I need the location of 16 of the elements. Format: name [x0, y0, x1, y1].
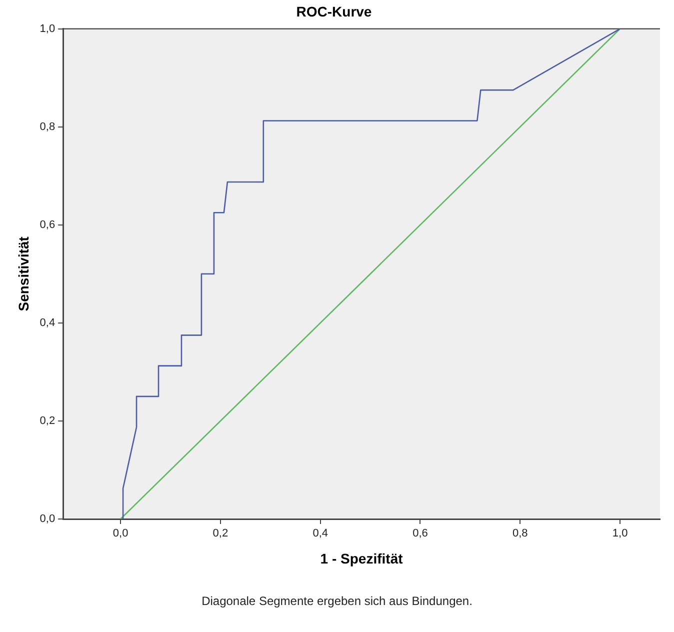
x-tick-label: 0,4 — [312, 528, 328, 540]
x-tick-label: 0,2 — [212, 528, 228, 540]
y-tick-label: 0,6 — [40, 218, 56, 231]
x-tick-label: 0,8 — [512, 528, 528, 540]
y-tick-label: 0,0 — [40, 513, 56, 526]
y-axis-title: Sensitivität — [15, 236, 32, 312]
y-tick-label: 0,4 — [40, 316, 56, 329]
x-tick-label: 1,0 — [612, 528, 628, 540]
y-tick-label: 1,0 — [40, 22, 56, 35]
x-axis-title: 1 - Spezifität — [320, 550, 404, 566]
chart-title: ROC-Kurve — [296, 3, 372, 20]
x-tick-label: 0,6 — [412, 528, 428, 540]
y-tick-label: 0,2 — [40, 414, 56, 427]
x-tick-label: 0,0 — [112, 528, 128, 540]
y-tick-label: 0,8 — [40, 120, 56, 133]
text: Diagonale Segmente ergeben sich aus Bindungen. — [202, 594, 472, 608]
